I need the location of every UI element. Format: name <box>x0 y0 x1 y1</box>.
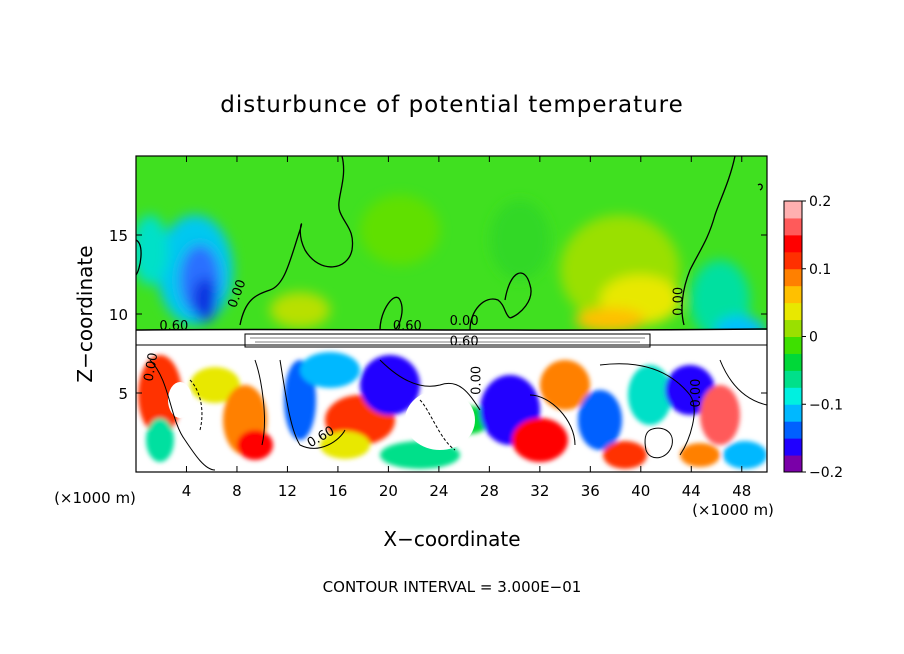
x-tick-label: 32 <box>530 482 549 500</box>
contour-labels: 0.000.600.000.60 0.000.600.000.600.000.00 <box>142 278 705 451</box>
colorbar-swatch <box>784 217 802 236</box>
colorbar-tick-label: −0.1 <box>809 397 843 413</box>
colorbar-swatch <box>784 353 802 371</box>
x-tick-label: 44 <box>682 482 701 500</box>
x-tick-label: 12 <box>278 482 297 500</box>
heatmap-field: 0.000.600.000.60 0.000.600.000.600.000.00 <box>136 156 767 472</box>
colorbar-swatch <box>784 251 802 270</box>
colorbar-tick-label: 0.1 <box>809 262 831 278</box>
colorbar-swatch <box>784 404 802 422</box>
x-axis-label: X−coordinate <box>383 527 520 551</box>
contour-label: 0.00 <box>671 287 686 316</box>
contour-label: 0.00 <box>470 366 485 395</box>
colorbar-tick-label: 0 <box>809 330 818 346</box>
colorbar-swatch <box>784 285 802 304</box>
colorbar-swatch <box>784 336 802 354</box>
x-tick-label: 20 <box>379 482 398 500</box>
contour-interval-footer: CONTOUR INTERVAL = 3.000E−01 <box>323 578 582 596</box>
colorbar-swatch <box>784 319 802 337</box>
x-tick-label: 24 <box>429 482 448 500</box>
x-unit-right: (×1000 m) <box>692 501 774 519</box>
x-unit-left: (×1000 m) <box>54 489 136 507</box>
x-tick-label: 8 <box>232 482 242 500</box>
colorbar-swatch <box>784 421 802 439</box>
colorbar-swatch <box>784 438 802 456</box>
colorbar-swatch <box>784 268 802 287</box>
colorbar-swatch <box>784 370 802 388</box>
x-tick-label: 40 <box>631 482 650 500</box>
colorbar-swatch <box>784 455 802 473</box>
colorbar-tick-label: 0.2 <box>809 194 831 210</box>
colorbar-swatch <box>784 302 802 321</box>
x-tick-label: 36 <box>581 482 600 500</box>
colorbar-ticks: 0.2 0.1 0 −0.1 −0.2 <box>802 194 843 481</box>
colorbar-swatch <box>784 234 802 253</box>
colorbar <box>784 201 802 473</box>
chart-title: disturbunce of potential temperature <box>220 92 684 118</box>
contour-label: 0.00 <box>689 379 704 408</box>
colorbar-tick-label: −0.2 <box>809 465 843 481</box>
y-tick-label: 10 <box>109 306 128 324</box>
contour-label: 0.60 <box>159 319 188 334</box>
x-tick-label: 4 <box>182 482 192 500</box>
contour-label: 0.60 <box>450 335 479 350</box>
contour-label: 0.00 <box>450 314 479 329</box>
x-tick-label: 16 <box>328 482 347 500</box>
x-axis: 4 8 12 16 20 24 28 32 36 40 44 48 <box>182 156 751 500</box>
x-tick-label: 48 <box>732 482 751 500</box>
colorbar-swatch <box>784 387 802 405</box>
y-axis: 5 10 15 <box>109 227 767 403</box>
x-tick-label: 28 <box>480 482 499 500</box>
y-tick-label: 5 <box>118 385 128 403</box>
y-tick-label: 15 <box>109 227 128 245</box>
contour-label: 0.60 <box>393 319 422 334</box>
contour-label: 0.00 <box>142 352 162 383</box>
y-axis-label: Z−coordinate <box>73 245 97 382</box>
colorbar-swatch <box>784 201 802 219</box>
